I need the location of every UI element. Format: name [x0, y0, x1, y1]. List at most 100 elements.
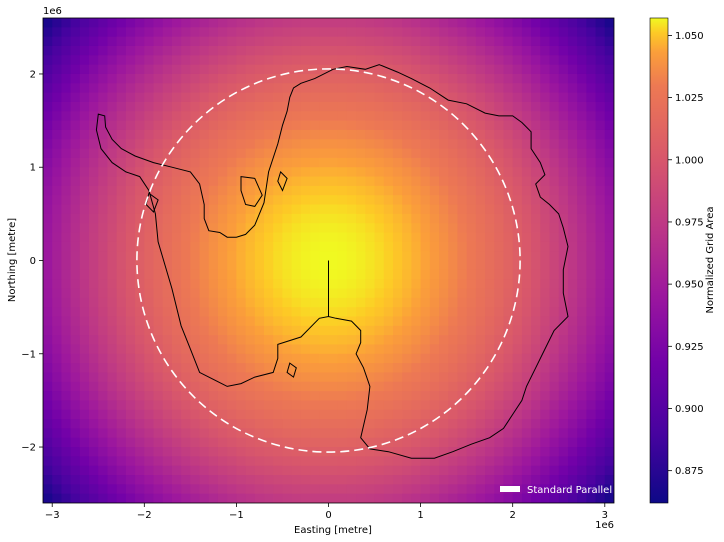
heatmap-cell — [475, 129, 486, 140]
heatmap-cell — [236, 316, 247, 327]
heatmap-cell — [153, 391, 164, 402]
heatmap-cell — [162, 92, 173, 103]
heatmap-cell — [521, 27, 532, 38]
heatmap-cell — [531, 185, 541, 196]
heatmap-cell — [577, 456, 587, 467]
heatmap-cell — [494, 120, 505, 131]
heatmap-cell — [190, 447, 201, 457]
heatmap-cell — [52, 27, 63, 38]
heatmap-cell — [89, 92, 99, 103]
heatmap-cell — [567, 400, 578, 411]
heatmap-cell — [466, 92, 477, 103]
heatmap-cell — [457, 167, 468, 178]
heatmap-cell — [319, 167, 330, 178]
heatmap-cell — [540, 493, 551, 503]
heatmap-cell — [374, 73, 385, 84]
heatmap-cell — [227, 251, 238, 262]
heatmap-cell — [135, 437, 145, 448]
heatmap-cell — [485, 241, 495, 252]
heatmap-cell — [217, 353, 228, 364]
heatmap-cell — [264, 447, 274, 457]
heatmap-cell — [79, 372, 90, 383]
heatmap-cell — [420, 204, 431, 215]
heatmap-cell — [135, 36, 145, 47]
heatmap-cell — [171, 447, 182, 457]
heatmap-cell — [374, 204, 385, 215]
heatmap-cell — [217, 400, 228, 411]
heatmap-cell — [485, 325, 495, 336]
heatmap-cell — [254, 83, 265, 94]
heatmap-cell — [540, 223, 551, 234]
heatmap-cell — [52, 316, 63, 327]
heatmap-cell — [70, 148, 81, 159]
heatmap-cell — [392, 101, 403, 112]
heatmap-cell — [217, 456, 228, 467]
heatmap-cell — [402, 409, 412, 420]
heatmap-cell — [485, 363, 495, 374]
heatmap-cell — [52, 307, 63, 318]
heatmap-cell — [383, 120, 394, 131]
heatmap-cell — [356, 391, 366, 402]
heatmap-cell — [392, 241, 403, 252]
heatmap-cell — [466, 213, 477, 224]
heatmap-cell — [135, 73, 145, 84]
heatmap-cell — [586, 260, 597, 271]
heatmap-cell — [273, 45, 284, 56]
heatmap-cell — [153, 260, 164, 271]
heatmap-cell — [494, 251, 505, 262]
heatmap-cell — [190, 428, 201, 439]
heatmap-cell — [466, 344, 477, 355]
heatmap-cell — [439, 129, 449, 140]
heatmap-cell — [411, 64, 422, 75]
heatmap-cell — [383, 288, 394, 299]
heatmap-cell — [604, 64, 614, 75]
heatmap-cell — [89, 241, 99, 252]
heatmap-cell — [337, 297, 348, 308]
heatmap-cell — [52, 325, 63, 336]
heatmap-cell — [512, 335, 523, 346]
heatmap-cell — [485, 45, 495, 56]
heatmap-cell — [89, 475, 99, 485]
heatmap-cell — [208, 307, 219, 318]
heatmap-cell — [604, 447, 614, 457]
heatmap-cell — [466, 204, 477, 215]
heatmap-cell — [135, 400, 145, 411]
heatmap-cell — [199, 185, 210, 196]
heatmap-cell — [300, 139, 311, 150]
heatmap-cell — [89, 185, 99, 196]
heatmap-cell — [282, 297, 293, 308]
heatmap-cell — [346, 419, 357, 429]
heatmap-cell — [107, 241, 118, 252]
heatmap-cell — [291, 325, 302, 336]
heatmap-cell — [457, 447, 468, 457]
heatmap-cell — [512, 157, 523, 168]
heatmap-cell — [604, 18, 614, 28]
heatmap-cell — [604, 484, 614, 495]
heatmap-cell — [310, 176, 320, 187]
heatmap-cell — [236, 92, 247, 103]
heatmap-cell — [43, 185, 53, 196]
heatmap-cell — [392, 456, 403, 467]
heatmap-cell — [116, 167, 127, 178]
heatmap-cell — [70, 73, 81, 84]
heatmap-cell — [356, 381, 366, 392]
heatmap-cell — [79, 335, 90, 346]
heatmap-cell — [549, 92, 560, 103]
heatmap-cell — [383, 484, 394, 495]
heatmap-cell — [135, 409, 145, 420]
heatmap-cell — [61, 204, 72, 215]
heatmap-cell — [558, 185, 569, 196]
heatmap-cell — [227, 241, 238, 252]
heatmap-cell — [439, 36, 449, 47]
heatmap-cell — [43, 120, 53, 131]
heatmap-cell — [420, 400, 431, 411]
heatmap-cell — [402, 167, 412, 178]
heatmap-cell — [337, 176, 348, 187]
heatmap-cell — [346, 55, 357, 66]
heatmap-cell — [52, 64, 63, 75]
heatmap-cell — [531, 157, 541, 168]
heatmap-cell — [448, 344, 459, 355]
heatmap-cell — [162, 297, 173, 308]
heatmap-cell — [310, 400, 320, 411]
heatmap-cell — [264, 195, 274, 206]
